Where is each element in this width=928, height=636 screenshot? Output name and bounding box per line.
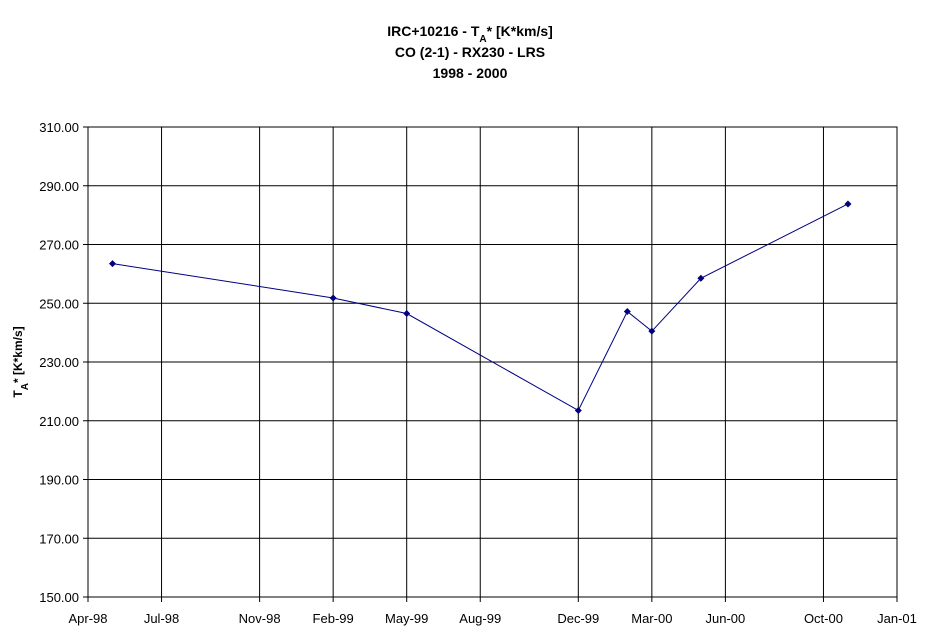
y-tick-label: 310.00: [39, 120, 79, 135]
point-marker: [329, 294, 337, 302]
point-marker: [403, 310, 411, 318]
x-tick-label: Aug-99: [459, 611, 501, 626]
chart-title-part: IRC+10216 - T: [387, 23, 480, 39]
x-tick-label: Dec-99: [557, 611, 599, 626]
point-marker: [574, 406, 582, 414]
point-marker: [623, 307, 631, 315]
y-tick-label: 290.00: [39, 179, 79, 194]
chart-title-sub: A: [479, 34, 486, 45]
plot-frame: [87, 126, 898, 598]
y-tick-label: 230.00: [39, 355, 79, 370]
chart-title-part: CO (2-1) - RX230 - LRS: [395, 44, 545, 60]
x-tick-label: Oct-00: [804, 611, 843, 626]
series-line: [112, 203, 849, 412]
x-tick-label: May-99: [385, 611, 428, 626]
y-axis-label: TA* [K*km/s]: [11, 326, 31, 397]
y-tick-label: 170.00: [39, 531, 79, 546]
x-tick-label: Feb-99: [313, 611, 354, 626]
y-axis-label-sub: A: [20, 383, 31, 390]
x-tick-label: Jul-98: [144, 611, 179, 626]
y-tick-label: 270.00: [39, 238, 79, 253]
x-tick-label: Jun-00: [706, 611, 746, 626]
point-marker: [844, 200, 852, 208]
x-tick-label: Nov-98: [239, 611, 281, 626]
point-marker: [648, 327, 656, 335]
chart-title-part: 1998 - 2000: [433, 65, 508, 81]
point-marker: [697, 274, 705, 282]
x-tick-label: Jan-01: [877, 611, 917, 626]
chart-title: CO (2-1) - RX230 - LRS: [395, 44, 545, 60]
y-tick-label: 190.00: [39, 473, 79, 488]
chart-title-part: * [K*km/s]: [487, 23, 553, 39]
x-tick-label: Apr-98: [68, 611, 107, 626]
y-axis-label-part: * [K*km/s]: [11, 326, 25, 383]
y-tick-label: 250.00: [39, 296, 79, 311]
y-tick-label: 210.00: [39, 414, 79, 429]
y-tick-label: 150.00: [39, 590, 79, 605]
chart-title: IRC+10216 - TA* [K*km/s]: [387, 23, 553, 45]
x-tick-label: Mar-00: [631, 611, 672, 626]
y-axis-label-part: T: [11, 390, 25, 398]
point-marker: [109, 260, 117, 268]
chart-title: 1998 - 2000: [433, 65, 508, 81]
